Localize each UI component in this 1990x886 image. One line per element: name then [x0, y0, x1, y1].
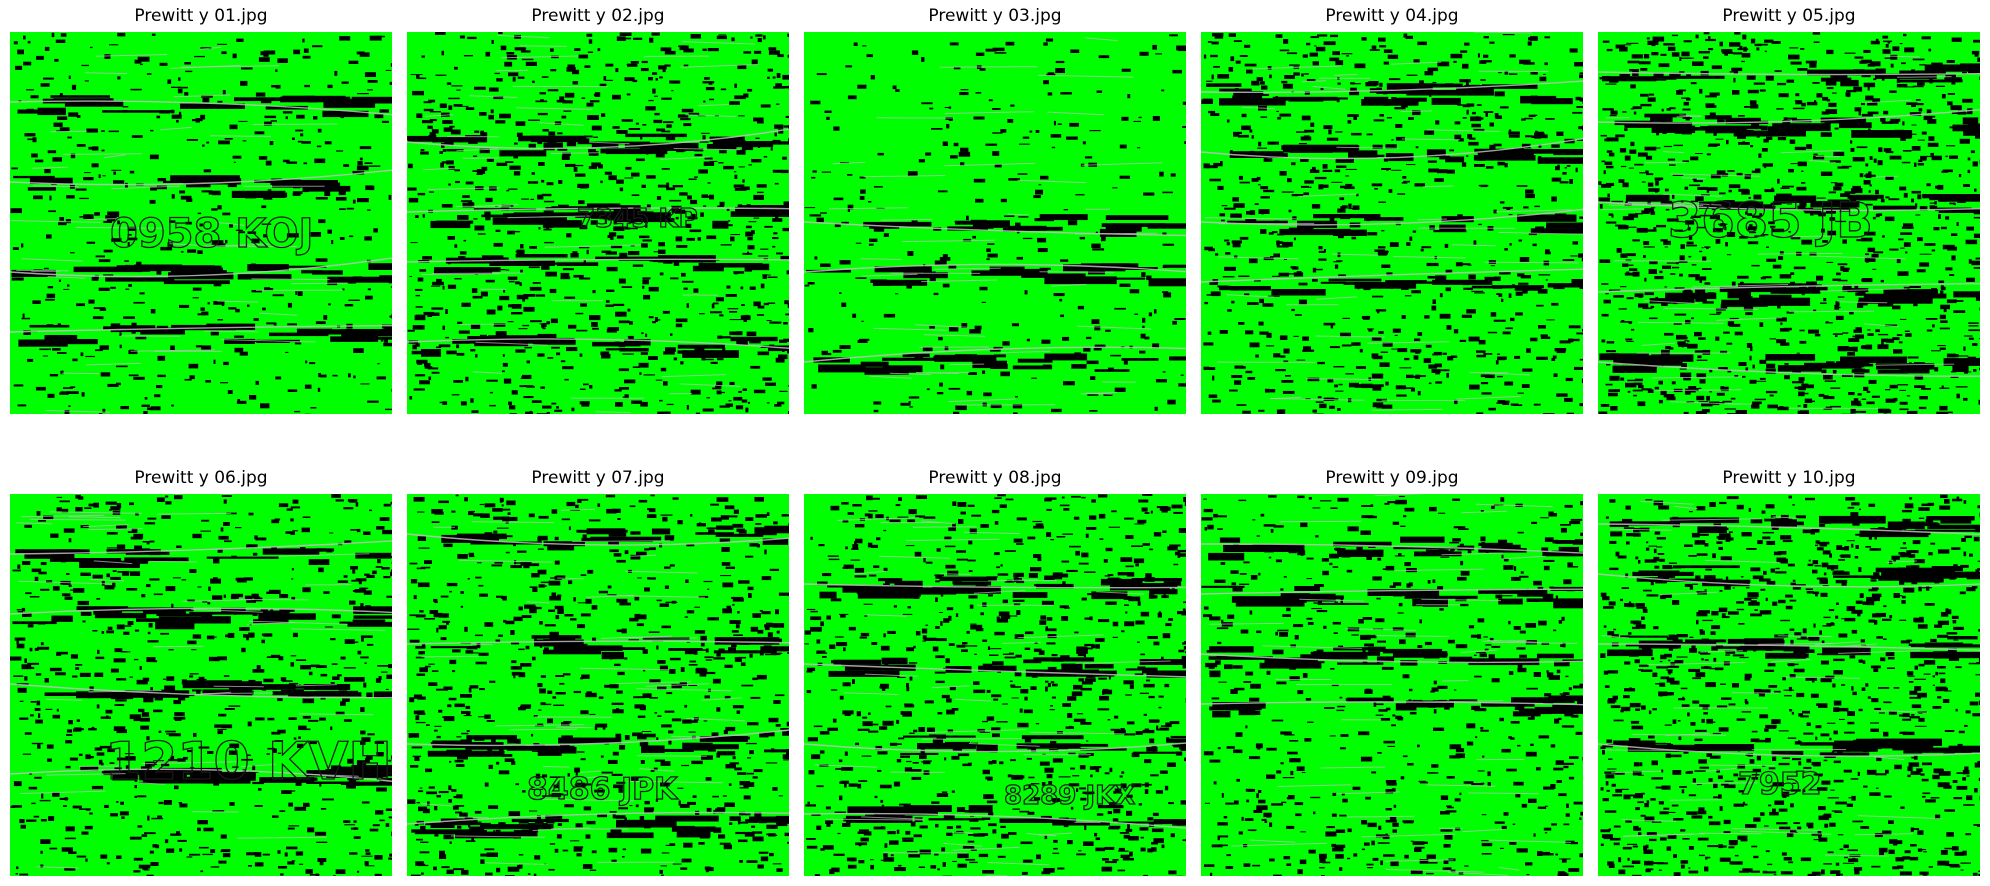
plate-lettering: 1210 KVH: [105, 732, 392, 792]
edge-texture: [407, 32, 789, 414]
edge-image: 8486 JPK: [407, 494, 789, 876]
edge-texture: [1201, 32, 1583, 414]
edge-image: 7345 KP: [407, 32, 789, 414]
edge-texture: [804, 34, 1186, 414]
edge-image-graphic: 0958 KOJ: [10, 32, 392, 414]
edge-image-graphic: [804, 32, 1186, 414]
panel-title: Prewitt y 09.jpg: [1325, 468, 1459, 488]
edge-texture: [10, 494, 392, 876]
edge-image-graphic: [1201, 32, 1583, 414]
panel-title: Prewitt y 10.jpg: [1722, 468, 1856, 488]
plate-lettering: 8289 JKX: [1004, 781, 1135, 811]
edge-image: 7952: [1598, 494, 1980, 876]
panel-title: Prewitt y 07.jpg: [531, 468, 665, 488]
panel-title: Prewitt y 01.jpg: [134, 6, 268, 26]
panel-title: Prewitt y 04.jpg: [1325, 6, 1459, 26]
edge-texture: [1598, 494, 1980, 876]
edge-image-graphic: 8289 JKX: [804, 494, 1186, 876]
edge-image-graphic: 8486 JPK: [407, 494, 789, 876]
edge-image: 1210 KVH: [10, 494, 392, 876]
plate-lettering: 0958 KOJ: [110, 211, 313, 257]
plate-lettering: 8486 JPK: [527, 772, 679, 807]
edge-image-graphic: 7952: [1598, 494, 1980, 876]
edge-texture: [407, 494, 789, 876]
panel-title: Prewitt y 03.jpg: [928, 6, 1062, 26]
edge-texture: [10, 32, 392, 414]
edge-texture: [1598, 32, 1980, 414]
edge-image: [1201, 32, 1583, 414]
panel-title: Prewitt y 08.jpg: [928, 468, 1062, 488]
edge-image-graphic: 3685 JB: [1598, 32, 1980, 414]
edge-texture: [804, 494, 1186, 876]
plate-lettering: 7952: [1738, 767, 1822, 802]
panel-title: Prewitt y 06.jpg: [134, 468, 268, 488]
edge-image-graphic: 1210 KVH: [10, 494, 392, 876]
plate-lettering: 3685 JB: [1668, 193, 1873, 249]
edge-image: 0958 KOJ: [10, 32, 392, 414]
edge-image: 8289 JKX: [804, 494, 1186, 876]
panel-title: Prewitt y 02.jpg: [531, 6, 665, 26]
image-grid: Prewitt y 01.jpg 0958 KOJ Prewitt y 02.j…: [10, 0, 1980, 886]
edge-image-graphic: [1201, 494, 1583, 876]
edge-image: [804, 32, 1186, 414]
edge-image: 3685 JB: [1598, 32, 1980, 414]
panel-title: Prewitt y 05.jpg: [1722, 6, 1856, 26]
plate-lettering: 7345 KP: [577, 204, 698, 234]
edge-texture: [1201, 494, 1583, 876]
edge-image-graphic: 7345 KP: [407, 32, 789, 414]
edge-image: [1201, 494, 1583, 876]
